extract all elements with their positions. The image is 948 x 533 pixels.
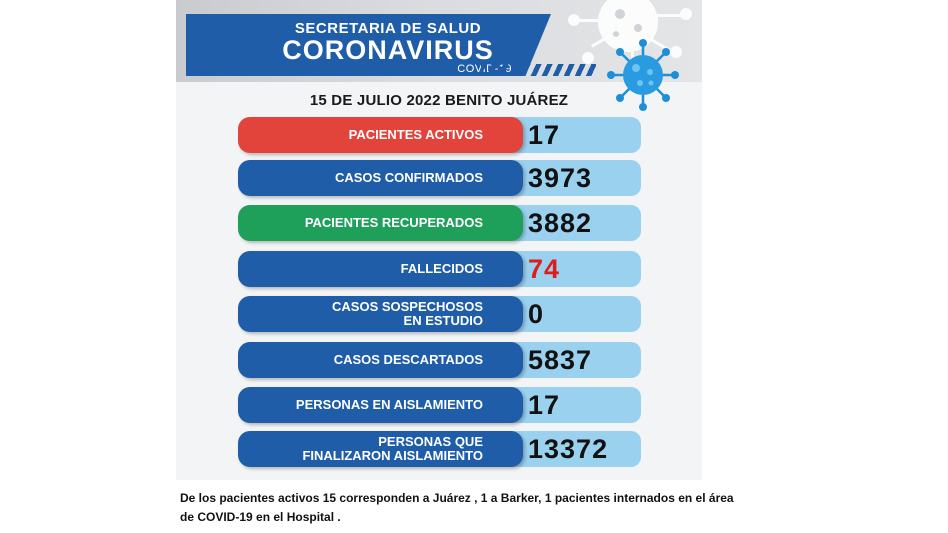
stat-label-line: PACIENTES ACTIVOS xyxy=(348,127,483,142)
stat-value: 3973 xyxy=(528,162,593,193)
footnote-line-1: De los pacientes activos 15 corresponden… xyxy=(180,491,734,505)
stat-row: PERSONAS EN AISLAMIENTO 17 xyxy=(238,387,641,423)
report-date: 15 DE JULIO 2022 BENITO JUÁREZ xyxy=(309,92,569,109)
stat-label-pill xyxy=(238,342,523,378)
stat-label: CASOS CONFIRMADOS xyxy=(238,160,483,196)
stat-label-line: FINALIZARON AISLAMIENTO xyxy=(302,448,483,463)
footnote-line-2: de COVID-19 en el Hospital . xyxy=(180,510,341,524)
stat-label: FALLECIDOS xyxy=(238,251,483,287)
stat-label-line: CASOS CONFIRMADOS xyxy=(334,170,483,185)
stat-value: 13372 xyxy=(528,433,609,464)
stat-row: FALLECIDOS 74 xyxy=(238,251,641,287)
stat-value: 74 xyxy=(528,253,561,284)
stat-value: 0 xyxy=(528,298,545,329)
stat-row: CASOS DESCARTADOS 5837 xyxy=(238,342,641,378)
stat-label-line: PERSONAS EN AISLAMIENTO xyxy=(295,397,483,412)
stat-label-pill xyxy=(238,117,523,153)
stat-label-pill xyxy=(238,251,523,287)
stat-label: PERSONAS QUE FINALIZARON AISLAMIENTO xyxy=(238,431,483,467)
stat-value: 17 xyxy=(528,119,561,150)
stat-row: PERSONAS QUE FINALIZARON AISLAMIENTO 13372 xyxy=(238,431,641,467)
stat-label-line: CASOS SOSPECHOSOS xyxy=(332,299,483,314)
stat-label-pill xyxy=(238,431,523,467)
stat-row: PACIENTES ACTIVOS 17 xyxy=(238,117,641,153)
stat-label-pill xyxy=(238,160,523,196)
stat-label-line: PERSONAS QUE xyxy=(378,434,483,449)
stat-label-line: EN ESTUDIO xyxy=(403,313,483,328)
stat-label-line: FALLECIDOS xyxy=(400,261,483,276)
stat-value: 5837 xyxy=(528,344,593,375)
stat-row: CASOS CONFIRMADOS 3973 xyxy=(238,160,641,196)
stat-label-line: PACIENTES RECUPERADOS xyxy=(304,215,483,230)
stat-label: CASOS DESCARTADOS xyxy=(238,342,483,378)
footnote: De los pacientes activos 15 corresponden… xyxy=(180,489,780,527)
stat-label-pill xyxy=(238,387,523,423)
stat-label-pill xyxy=(238,205,523,241)
stat-row: PACIENTES RECUPERADOS 3882 xyxy=(238,205,641,241)
virus-watermark-icon xyxy=(568,0,692,84)
stat-value: 3882 xyxy=(528,207,593,238)
stat-label: CASOS SOSPECHOSOS EN ESTUDIO xyxy=(238,296,483,332)
stat-value: 17 xyxy=(528,389,561,420)
stat-label: PACIENTES ACTIVOS xyxy=(238,117,483,153)
stat-label-pill xyxy=(238,296,523,332)
decorative-stripes xyxy=(481,64,596,76)
stat-label: PACIENTES RECUPERADOS xyxy=(238,205,483,241)
covid-report-graphic: SECRETARIA DE SALUD CORONAVIRUS COVID-19… xyxy=(176,0,702,480)
virus-icon xyxy=(607,39,679,111)
stat-label-line: CASOS DESCARTADOS xyxy=(333,352,483,367)
stat-row: CASOS SOSPECHOSOS EN ESTUDIO 0 xyxy=(238,296,641,332)
header-title: CORONAVIRUS xyxy=(282,35,494,65)
header-department: SECRETARIA DE SALUD xyxy=(294,20,482,37)
stat-label: PERSONAS EN AISLAMIENTO xyxy=(238,387,483,423)
